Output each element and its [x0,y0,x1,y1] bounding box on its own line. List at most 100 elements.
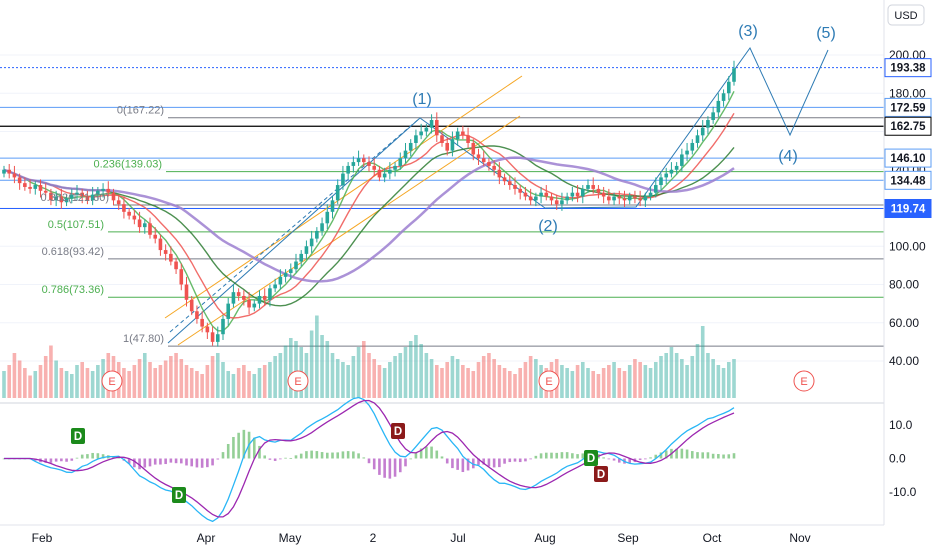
candle-body [450,139,455,151]
volume-bar [351,356,356,398]
volume-bar [288,338,293,398]
macd-histogram-bar [86,454,89,459]
wave-path[interactable] [167,47,829,344]
volume-bar [75,365,79,398]
time-tick-label: 2 [370,531,377,545]
macd-histogram-bar [159,458,162,465]
candle-body [205,326,210,333]
macd-histogram-bar [258,445,261,459]
candlestick-series[interactable] [2,60,736,347]
macd-histogram-bar [675,448,678,459]
marker-box [584,450,598,466]
volume-bar [163,360,168,398]
macd-histogram-bar [299,453,303,459]
volume-bar [335,359,340,398]
macd-histogram-bar [524,458,527,462]
volume-bar [210,356,215,398]
candle-body [607,196,611,201]
macd-histogram-bar [617,458,621,463]
volume-bar [382,368,387,398]
volume-bar [726,362,731,398]
price-tags[interactable]: 193.38 172.59 162.75 146.10 134.48 119.74 [884,58,932,218]
volume-bar [607,365,611,398]
volume-bar [273,356,277,398]
volume-bar [320,335,324,398]
volume-bar [674,353,679,398]
volume-bar [236,368,241,398]
volume-bar [700,326,705,398]
price-tag-label: 162.75 [890,121,926,133]
volume-bar [596,374,601,398]
volume-bar [653,362,658,398]
candle-body [17,177,22,184]
candle-body [273,284,277,289]
volume-bar [690,356,695,398]
macd-histogram-bar [211,458,214,466]
candle-body [132,215,137,220]
moving-average-line [3,145,735,307]
macd-histogram-bar [133,458,136,468]
candle-body [695,135,700,143]
volume-bar [643,365,648,398]
macd-histogram-bar [221,452,225,459]
wave-label: (1) [412,91,432,108]
volume-bar [330,353,335,398]
macd-histogram-bar [200,458,204,468]
earnings-marker[interactable]: E [538,370,560,392]
currency-button[interactable]: USD [887,4,925,26]
macd-histogram-bar [70,458,74,461]
candle-body [226,303,231,319]
horizontal-price-lines[interactable] [0,67,884,209]
macd-histogram-bar [398,458,402,473]
candle-body [461,131,465,136]
volume-bar [325,341,330,398]
price-tag [884,97,932,117]
macd-histogram-bar [279,458,282,460]
volume-bar [528,356,533,398]
macd-divergence-marker[interactable]: D [594,466,608,482]
channel-lower-line[interactable] [177,115,521,346]
marker-box [71,428,85,444]
earnings-marker[interactable]: E [101,370,123,392]
candle-body [674,165,679,170]
macd-divergence-marker[interactable]: D [584,450,598,466]
candle-body [38,185,43,191]
macd-divergence-marker[interactable]: D [391,423,405,439]
candle-body [487,162,491,166]
volume-bar [721,368,726,398]
candle-body [127,211,131,216]
volume-bar [513,374,517,398]
macd-divergence-marker[interactable]: D [71,428,85,444]
macd-histogram-bar [571,453,574,459]
volume-bars [2,315,736,398]
fib-level-label: 0.236(139.03) [94,159,163,171]
volume-bar [601,368,606,398]
fib-level-label: 0.5(107.51) [48,219,104,231]
macd-histogram-bar [419,448,423,459]
channel-mid-line[interactable] [169,117,421,333]
candle-body [565,196,569,201]
earnings-marker[interactable]: E [793,370,815,392]
earnings-marker[interactable]: E [287,370,309,392]
price-tag-label: 119.74 [891,203,926,215]
trend-drawings[interactable] [164,47,829,346]
volume-bar [356,347,361,398]
candle-body [43,190,48,193]
macd-histogram-bar [268,458,272,460]
currency-label: USD [894,10,917,22]
candle-body [309,238,314,247]
macd-histogram-bar [534,455,538,459]
fib-retracement[interactable] [108,117,884,347]
volume-bar [408,341,413,398]
volume-bar [560,365,564,398]
macd-histogram-bar [445,458,449,464]
macd-divergence-marker[interactable]: D [172,487,186,503]
price-tag-label: 172.59 [890,102,925,114]
macd-histogram-bar [409,458,413,460]
candle-body [382,173,387,178]
candle-body [59,196,64,203]
candle-body [195,311,199,319]
